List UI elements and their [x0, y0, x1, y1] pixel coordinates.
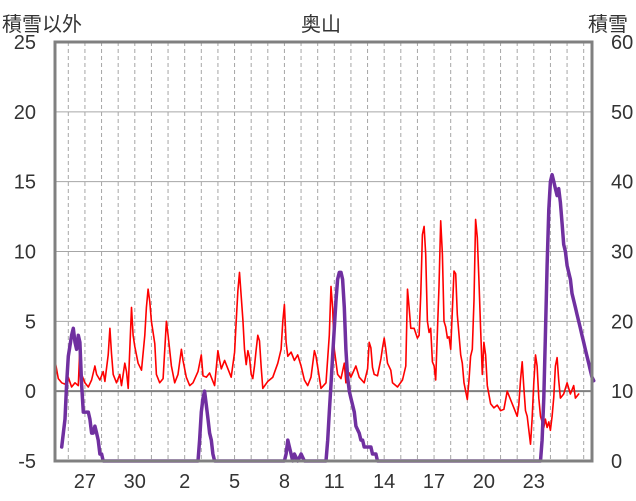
x-tick-label: 30 — [124, 471, 146, 493]
plot-frame — [53, 40, 594, 463]
x-tick-label: 23 — [523, 471, 545, 493]
right-axis-label: 積雪 — [588, 14, 628, 36]
left-tick-label: 20 — [14, 102, 36, 124]
right-tick-label: 20 — [611, 311, 633, 333]
x-tick-label: 2 — [179, 471, 190, 493]
right-tick-label: 10 — [611, 381, 633, 403]
x-tick-label: 8 — [279, 471, 290, 493]
right-tick-label: 40 — [611, 172, 633, 194]
x-tick-label: 11 — [324, 471, 345, 493]
x-tick-label: 14 — [373, 471, 395, 493]
x-tick-label: 20 — [473, 471, 495, 493]
right-tick-label: 50 — [611, 102, 633, 124]
series-line-2 — [59, 172, 596, 463]
left-tick-label: 0 — [25, 381, 36, 403]
left-axis-label: 積雪以外 — [2, 14, 82, 36]
left-tick-label: -5 — [18, 451, 36, 473]
series-line-1 — [54, 218, 580, 446]
x-tick-label: 5 — [229, 471, 240, 493]
x-tick-label: 27 — [74, 471, 96, 493]
left-tick-label: 10 — [14, 242, 36, 264]
left-tick-label: 5 — [25, 311, 36, 333]
left-tick-label: 15 — [14, 172, 36, 194]
right-tick-label: 60 — [611, 32, 633, 54]
x-tick-label: 17 — [423, 471, 445, 493]
right-tick-label: 0 — [611, 451, 622, 473]
chart-title: 奥山 — [301, 14, 341, 36]
left-tick-label: 25 — [14, 32, 36, 54]
right-tick-label: 30 — [611, 242, 633, 264]
